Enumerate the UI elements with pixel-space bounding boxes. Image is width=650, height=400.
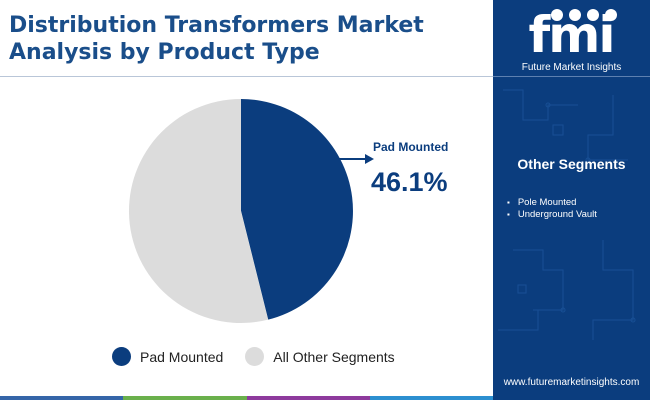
logo-caption: Future Market Insights [521,62,622,73]
segment-item-underground-vault: Underground Vault [507,209,597,221]
website-url: www.futuremarketinsights.com [503,377,640,388]
chart-title-line-1: Distribution Transformers Market [9,13,424,38]
bottom-bar-segment-1 [0,396,124,400]
chart-title-line-2: Analysis by Product Type [9,40,320,65]
legend-label-pad-mounted: Pad Mounted [140,348,224,365]
other-segments-title: Other Segments [517,156,626,172]
sidebar-panel: fmi Future Market Insights Other Segment… [493,0,650,400]
legend-item-all-other-segments: All Other Segments [245,347,395,366]
sidebar-divider [493,76,650,77]
legend-item-pad-mounted: Pad Mounted [112,347,223,366]
title-divider [0,76,493,77]
callout-arrow-icon [336,154,374,164]
callout-label: Pad Mounted [373,140,449,154]
bottom-color-bar [0,396,493,400]
callout-value: 46.1% [371,167,448,197]
sidebar-pattern-decoration [498,89,636,340]
other-segments-list: Pole Mounted Underground Vault [507,197,597,221]
legend-swatch-all-other-segments [245,347,265,366]
fmi-logo-icon: fmi [529,6,617,64]
fmi-logo: fmi Future Market Insights [493,4,650,74]
pie-slice-all-other-segments [128,98,269,323]
pie-chart [128,98,353,323]
bottom-bar-segment-3 [246,396,370,400]
pie-slice-pad-mounted [241,99,353,320]
bottom-bar-segment-4 [369,396,493,400]
segment-item-pole-mounted: Pole Mounted [507,197,597,209]
chart-legend: Pad Mounted All Other Segments [112,347,417,366]
bottom-bar-segment-2 [123,396,247,400]
legend-swatch-pad-mounted [112,347,131,366]
chart-title: Distribution Transformers Market Analysi… [9,12,479,66]
legend-label-all-other-segments: All Other Segments [273,348,395,365]
